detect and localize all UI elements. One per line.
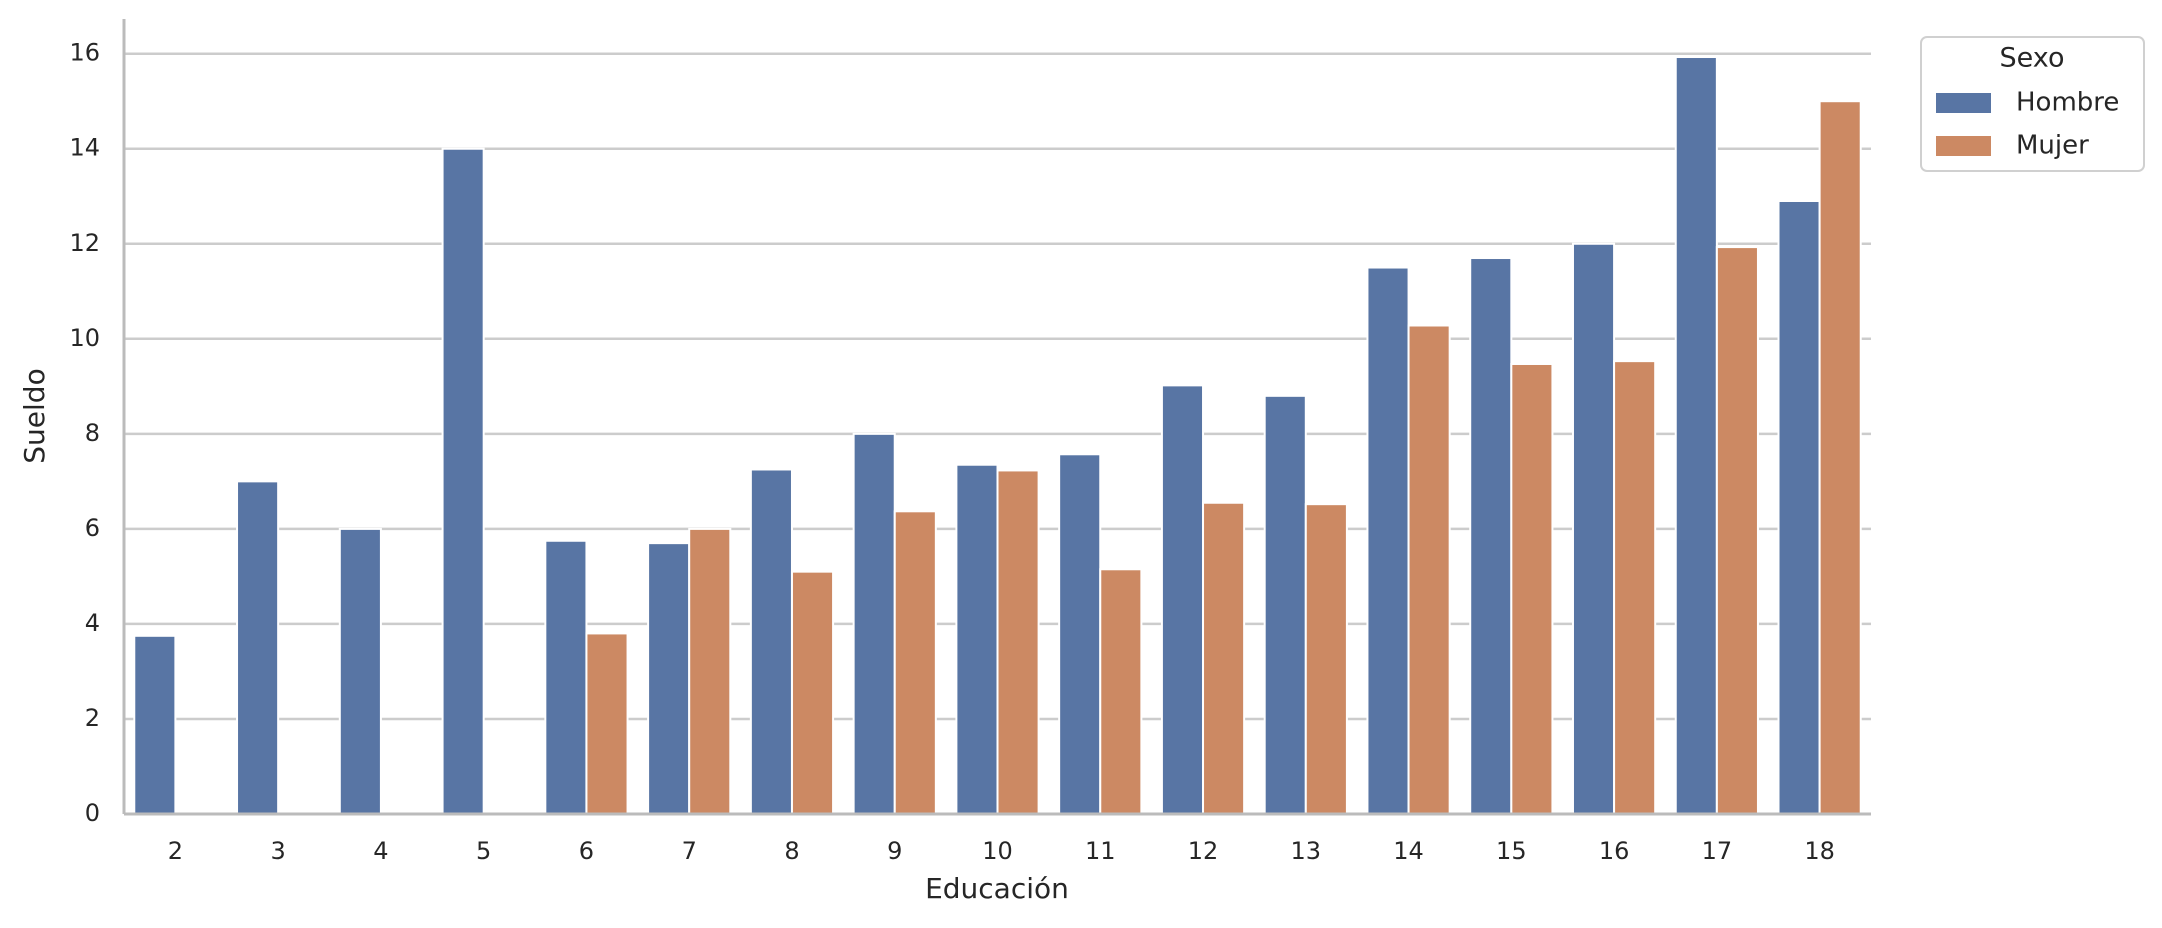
bar <box>1469 257 1513 815</box>
y-tick-label: 2 <box>85 704 100 732</box>
bar <box>893 510 937 815</box>
x-tick-label: 4 <box>373 837 388 865</box>
legend-label: Mujer <box>2016 131 2089 161</box>
bar <box>1613 360 1657 815</box>
y-tick-label: 10 <box>69 324 100 352</box>
x-axis-label: Educación <box>925 872 1069 905</box>
bar <box>749 468 793 815</box>
bar <box>236 480 280 815</box>
bar <box>996 469 1040 815</box>
x-tick-label: 2 <box>168 837 183 865</box>
x-tick-label: 10 <box>982 837 1013 865</box>
legend-swatch <box>1936 136 1991 156</box>
y-tick-label: 0 <box>85 799 100 827</box>
x-tick-label: 13 <box>1291 837 1322 865</box>
x-tick-label: 8 <box>784 837 799 865</box>
bar <box>790 570 835 816</box>
bar <box>1674 56 1718 815</box>
legend-title: Sexo <box>2000 43 2065 74</box>
legend-swatch <box>1936 93 1991 113</box>
x-tick-label: 12 <box>1188 837 1219 865</box>
bar <box>441 147 485 815</box>
x-tick-label: 16 <box>1599 837 1630 865</box>
y-tick-label: 12 <box>69 229 100 257</box>
x-tick-label: 11 <box>1085 837 1116 865</box>
bar <box>1715 246 1759 815</box>
bar <box>1202 501 1246 815</box>
bar <box>133 634 177 815</box>
x-tick-label: 18 <box>1804 837 1835 865</box>
x-tick-label: 5 <box>476 837 491 865</box>
bar <box>1818 100 1862 815</box>
x-tick-label: 9 <box>887 837 902 865</box>
bar <box>647 542 691 815</box>
bar <box>1304 503 1348 815</box>
bar <box>1099 568 1143 816</box>
bar <box>1510 362 1554 815</box>
x-tick-label: 17 <box>1702 837 1733 865</box>
x-tick-label: 15 <box>1496 837 1527 865</box>
y-tick-label: 8 <box>85 419 100 447</box>
bar <box>1777 199 1821 816</box>
y-axis-label: Sueldo <box>18 368 51 463</box>
x-tick-label: 7 <box>682 837 697 865</box>
x-tick-label: 14 <box>1393 837 1424 865</box>
bar <box>544 539 588 815</box>
bar <box>1571 242 1616 815</box>
bar <box>1263 394 1307 815</box>
bar <box>688 527 732 815</box>
bar <box>1160 384 1205 815</box>
y-tick-label: 16 <box>69 39 100 67</box>
y-tick-label: 6 <box>85 514 100 542</box>
bar <box>1366 266 1410 815</box>
bar <box>852 432 896 815</box>
legend-label: Hombre <box>2016 88 2119 118</box>
y-tick-label: 14 <box>69 134 100 162</box>
x-tick-label: 6 <box>579 837 594 865</box>
y-tick-label: 4 <box>85 609 100 637</box>
bar <box>955 463 999 815</box>
bar <box>1407 324 1451 815</box>
bar <box>585 632 629 816</box>
x-tick-label: 3 <box>271 837 286 865</box>
bar <box>1058 453 1102 815</box>
bar <box>338 527 382 815</box>
